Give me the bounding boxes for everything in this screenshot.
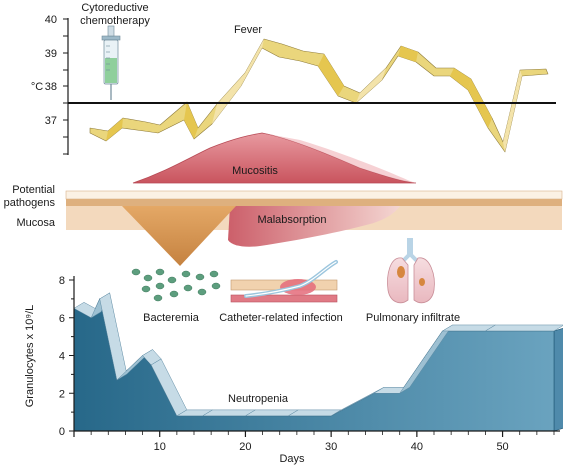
- mucositis-label: Mucositis: [232, 165, 278, 177]
- granulocyte-chart: 10 20 30 40 50 0 2 4 6 8 Granulocytes x 10⁹/L Day…: [24, 275, 563, 465]
- catheter-icon: [230, 260, 338, 303]
- chart-axes: 10 20 30 40 50 0 2 4 6 8: [59, 275, 560, 453]
- catheter-label: Catheter-related infection: [219, 312, 343, 324]
- temp-tick-40: 40: [45, 14, 57, 26]
- temp-tick-39: 39: [45, 48, 57, 60]
- temp-tick-37: 37: [45, 115, 57, 127]
- y-tick-label: 6: [59, 313, 65, 325]
- fever-curve: [89, 38, 549, 153]
- bacteria-icon: [131, 268, 221, 302]
- y-tick-label: 0: [59, 426, 65, 438]
- pathogens-label-line2: pathogens: [4, 197, 56, 209]
- pathogen-band: [66, 199, 562, 206]
- x-tick-label: 40: [411, 441, 423, 453]
- mucosa-panel: Mucositis Potential pathogens Mucosa Mal…: [4, 132, 563, 266]
- fever-panel: Cytoreductive chemotherapy Fever 37 38 3…: [31, 2, 556, 155]
- x-tick-label: 50: [496, 441, 508, 453]
- y-tick-label: 4: [59, 351, 65, 363]
- x-tick-label: 30: [325, 441, 337, 453]
- fever-title: Fever: [234, 24, 262, 36]
- translocation-arrow: [122, 206, 236, 266]
- y-tick-label: 2: [59, 388, 65, 400]
- chart-top-face: [484, 324, 563, 332]
- chart-side-face: [553, 327, 563, 432]
- pathogens-label-line1: Potential: [12, 184, 55, 196]
- temp-unit: °C: [31, 81, 43, 93]
- mucosa-label: Mucosa: [16, 217, 55, 229]
- chart-depth-face: [553, 327, 563, 432]
- x-tick-label: 10: [154, 441, 166, 453]
- temp-tick-38: 38: [45, 81, 57, 93]
- syringe-icon: [101, 25, 121, 100]
- complications: Bacteremia Catheter-related infection Pu…: [131, 238, 460, 324]
- x-axis-title: Days: [279, 453, 305, 465]
- y-tick-label: 8: [59, 275, 65, 287]
- neutropenia-label: Neutropenia: [228, 393, 289, 405]
- x-tick-label: 20: [239, 441, 251, 453]
- lungs-icon: [387, 238, 435, 304]
- chart-top-faces: [73, 292, 563, 417]
- temperature-axis: 37 38 39 40 °C: [31, 14, 69, 155]
- malabsorption-area: [228, 206, 400, 247]
- y-axis-title: Granulocytes x 10⁹/L: [24, 305, 36, 408]
- pulmonary-label: Pulmonary infiltrate: [366, 312, 460, 324]
- malabsorption-label: Malabsorption: [257, 214, 326, 226]
- drug-label-line1: Cytoreductive: [81, 2, 148, 14]
- pathogens-layer: [65, 190, 563, 200]
- drug-label-line2: chemotherapy: [80, 15, 150, 27]
- bacteremia-label: Bacteremia: [143, 312, 200, 324]
